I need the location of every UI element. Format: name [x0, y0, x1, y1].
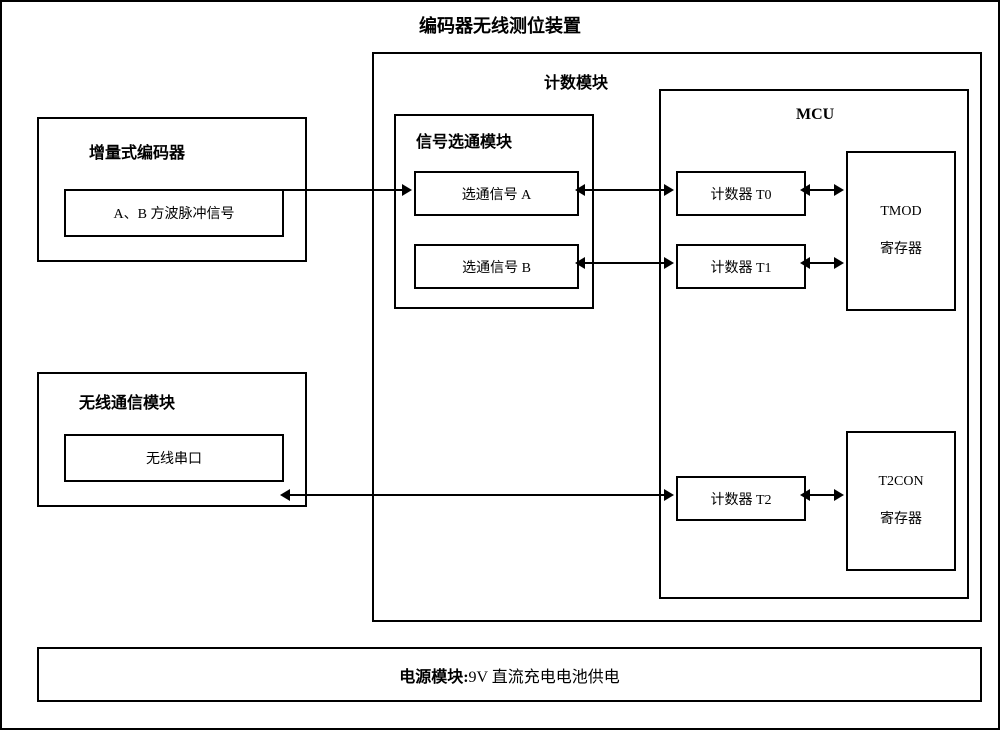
arrow-t1-tmod — [802, 262, 842, 264]
power-desc: 9V 直流充电电池供电 — [469, 663, 620, 687]
arrow-wireless-t2 — [282, 494, 672, 496]
encoder-signal-box: A、B 方波脉冲信号 — [64, 189, 284, 237]
t2-label: 计数器 T2 — [710, 489, 771, 509]
wireless-port-label: 无线串口 — [146, 448, 202, 468]
counter-t1: 计数器 T1 — [676, 244, 806, 289]
gating-sig-b: 选通信号 B — [414, 244, 579, 289]
t1-label: 计数器 T1 — [710, 257, 771, 277]
t2con-label: T2CON — [878, 474, 923, 490]
main-title: 编码器无线测位装置 — [2, 12, 998, 38]
t2con-sub-label: 寄存器 — [880, 508, 922, 528]
arrow-t0-tmod — [802, 189, 842, 191]
arrow-t2-t2con — [802, 494, 842, 496]
tmod-label: TMOD — [880, 204, 921, 220]
mcu-title: MCU — [796, 106, 834, 124]
count-module-title: 计数模块 — [544, 69, 608, 93]
mcu-box: MCU 计数器 T0 计数器 T1 计数器 T2 TMOD 寄存器 T2CON … — [659, 89, 969, 599]
wireless-box: 无线通信模块 无线串口 — [37, 372, 307, 507]
counter-t0: 计数器 T0 — [676, 171, 806, 216]
arrow-sigA-to-t0 — [577, 189, 672, 191]
t0-label: 计数器 T0 — [710, 184, 771, 204]
outer-container: 编码器无线测位装置 增量式编码器 A、B 方波脉冲信号 无线通信模块 无线串口 … — [0, 0, 1000, 730]
gating-box: 信号选通模块 选通信号 A 选通信号 B — [394, 114, 594, 309]
tmod-box: TMOD 寄存器 — [846, 151, 956, 311]
count-module-box: 计数模块 信号选通模块 选通信号 A 选通信号 B MCU 计数器 T0 计数器… — [372, 52, 982, 622]
gating-sig-a: 选通信号 A — [414, 171, 579, 216]
t2con-box: T2CON 寄存器 — [846, 431, 956, 571]
tmod-sub-label: 寄存器 — [880, 238, 922, 258]
encoder-title: 增量式编码器 — [89, 139, 185, 163]
sig-a-label: 选通信号 A — [462, 184, 532, 204]
encoder-box: 增量式编码器 A、B 方波脉冲信号 — [37, 117, 307, 262]
wireless-title: 无线通信模块 — [79, 389, 175, 413]
power-box: 电源模块: 9V 直流充电电池供电 — [37, 647, 982, 702]
counter-t2: 计数器 T2 — [676, 476, 806, 521]
wireless-port-box: 无线串口 — [64, 434, 284, 482]
gating-title: 信号选通模块 — [416, 128, 512, 152]
arrow-sigB-to-t1 — [577, 262, 672, 264]
sig-b-label: 选通信号 B — [462, 257, 531, 277]
power-label: 电源模块: — [399, 663, 468, 687]
arrow-encoder-to-sigA — [282, 189, 410, 191]
encoder-signal-label: A、B 方波脉冲信号 — [114, 203, 235, 223]
